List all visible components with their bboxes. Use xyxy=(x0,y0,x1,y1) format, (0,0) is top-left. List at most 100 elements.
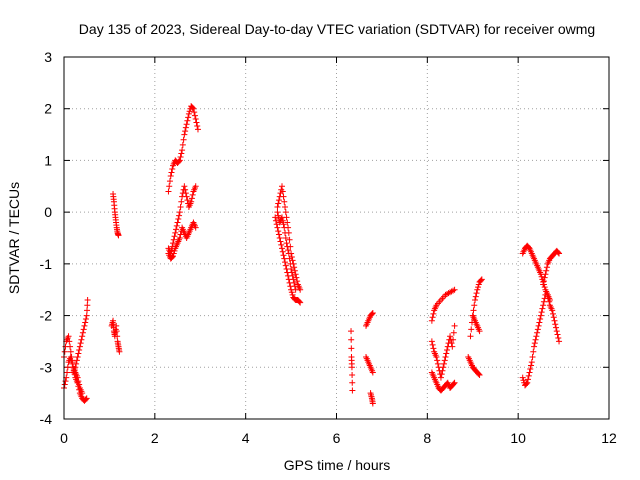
data-point xyxy=(443,350,450,357)
data-point xyxy=(286,236,293,243)
data-point xyxy=(167,172,174,179)
series-arc-6.7b xyxy=(363,353,376,376)
data-point xyxy=(174,219,181,226)
data-point xyxy=(113,322,120,329)
data-point xyxy=(291,267,298,274)
data-point xyxy=(176,157,183,164)
data-point xyxy=(540,281,547,288)
data-point xyxy=(288,269,295,276)
data-point xyxy=(528,359,535,366)
data-point xyxy=(444,347,451,354)
data-point xyxy=(177,203,184,210)
data-point xyxy=(166,178,173,185)
data-point xyxy=(530,348,537,355)
data-point xyxy=(82,316,89,323)
data-point xyxy=(434,360,441,367)
y-tick-label: 2 xyxy=(44,101,52,117)
y-tick-label: -1 xyxy=(40,256,53,272)
data-point xyxy=(279,248,286,255)
series-arc-6.3 xyxy=(348,328,356,394)
data-point xyxy=(447,333,454,340)
data-point xyxy=(552,321,559,328)
data-point xyxy=(475,281,482,288)
data-point xyxy=(349,379,356,386)
data-point xyxy=(281,255,288,262)
data-point xyxy=(531,340,538,347)
data-point xyxy=(536,319,543,326)
data-point xyxy=(194,126,201,133)
data-point xyxy=(275,212,282,219)
data-point xyxy=(429,314,436,321)
data-point xyxy=(532,336,539,343)
data-point xyxy=(274,224,281,231)
data-point xyxy=(296,298,303,305)
data-point xyxy=(280,252,287,259)
data-point xyxy=(284,243,291,250)
data-point xyxy=(194,122,201,129)
data-point xyxy=(189,104,196,111)
data-point xyxy=(171,233,178,240)
data-point xyxy=(169,166,176,173)
data-point xyxy=(369,310,376,317)
data-point xyxy=(84,302,91,309)
chart-title: Day 135 of 2023, Sidereal Day-to-day VTE… xyxy=(79,21,595,37)
series-arc-9.0b xyxy=(465,353,483,379)
data-point xyxy=(176,209,183,216)
series-arc-4.7c xyxy=(274,209,299,293)
data-point xyxy=(285,247,292,254)
data-point xyxy=(430,310,437,317)
series-arc-10.7 xyxy=(544,291,563,345)
data-point xyxy=(529,353,536,360)
data-point xyxy=(282,209,289,216)
data-point xyxy=(520,377,527,384)
data-point xyxy=(285,250,292,257)
series-arc-8.1a xyxy=(428,286,458,324)
data-point xyxy=(289,272,296,279)
data-point xyxy=(540,302,547,309)
data-point xyxy=(438,371,445,378)
data-point xyxy=(553,328,560,335)
data-point xyxy=(190,105,197,112)
data-point xyxy=(470,307,477,314)
data-point xyxy=(67,348,74,355)
data-point xyxy=(76,343,83,350)
data-point xyxy=(478,277,485,284)
data-point xyxy=(173,226,180,233)
data-point xyxy=(278,241,285,248)
series-arc-8.1c xyxy=(428,322,458,381)
data-point xyxy=(113,328,120,335)
data-point xyxy=(281,198,288,205)
data-point xyxy=(186,108,193,115)
data-point xyxy=(287,260,294,267)
data-point xyxy=(538,273,545,280)
data-point xyxy=(75,350,82,357)
data-point xyxy=(176,158,183,165)
data-point xyxy=(293,274,300,281)
data-point xyxy=(83,312,90,319)
data-point xyxy=(288,266,295,273)
data-point xyxy=(531,343,538,350)
data-point xyxy=(525,372,532,379)
data-point xyxy=(451,286,458,293)
data-point xyxy=(348,345,355,352)
data-point xyxy=(540,278,547,285)
data-point xyxy=(275,197,282,204)
data-point xyxy=(75,383,82,390)
data-point xyxy=(180,136,187,143)
data-point xyxy=(440,360,447,367)
data-point xyxy=(544,291,551,298)
data-point xyxy=(61,348,68,355)
data-point xyxy=(451,379,458,386)
data-point xyxy=(279,217,286,224)
data-point xyxy=(537,312,544,319)
data-point xyxy=(184,117,191,124)
data-point xyxy=(277,238,284,245)
data-point xyxy=(450,380,457,387)
data-point xyxy=(273,221,280,228)
data-point xyxy=(448,340,455,347)
data-point xyxy=(280,193,287,200)
data-point xyxy=(182,186,189,193)
data-point xyxy=(191,109,198,116)
data-point xyxy=(82,319,89,326)
